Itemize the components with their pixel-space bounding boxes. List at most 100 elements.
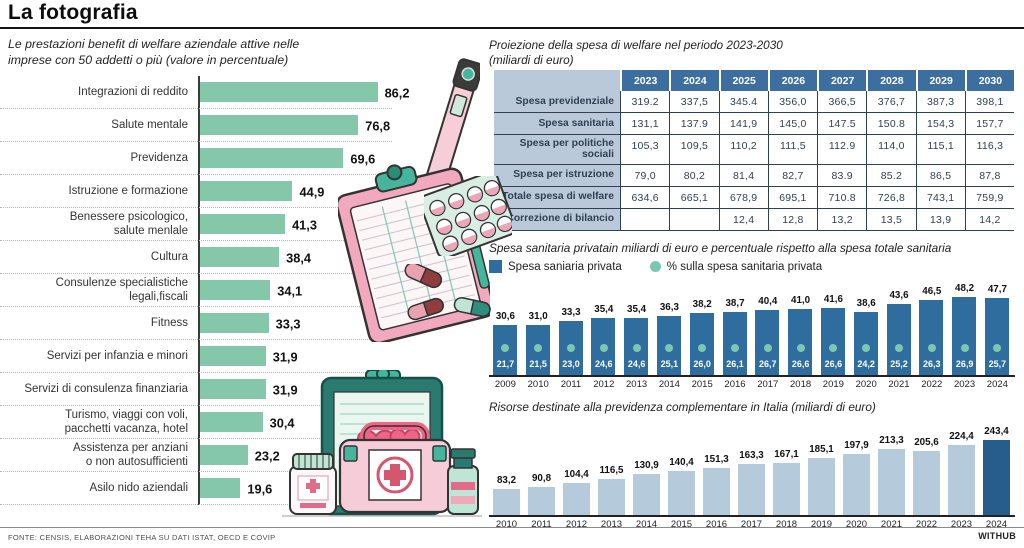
table-cell: 112.9 (817, 135, 866, 164)
table-cell: 111,5 (767, 135, 817, 164)
benefit-label: Consulenze specialistiche legali,fiscali (55, 276, 188, 303)
x-tick-label: 2016 (705, 519, 728, 530)
pension-bar (528, 486, 555, 515)
x-tick-label: 2024 (985, 519, 1008, 530)
bar-value-label: 163,3 (739, 450, 764, 462)
private-health-bar (985, 297, 1009, 375)
bar-slot: 30,6 21,7 (489, 283, 522, 375)
bar-value-label: 205,6 (914, 437, 939, 449)
bar-value-label: 116,5 (599, 464, 624, 476)
pct-value-label: 21,5 (529, 359, 547, 369)
pct-dot (599, 344, 608, 352)
row-separator (0, 339, 392, 340)
table-cell: 12,4 (718, 208, 768, 230)
bar-slot: 41,6 26,6 (817, 283, 850, 375)
x-tick-label: 2013 (626, 379, 648, 390)
row-separator (0, 240, 392, 241)
x-tick-label: 2014 (635, 519, 658, 530)
table-cell: 337,5 (669, 91, 718, 112)
x-tick-label: 2011 (560, 379, 582, 390)
benefit-bar (200, 412, 263, 432)
benefit-row: Turismo, viaggi con voli, pacchetti vaca… (0, 406, 487, 439)
table-cell: 678,9 (718, 186, 768, 208)
pension-bar (843, 453, 870, 515)
benefit-label: Benessere psicologico, salute menlale (69, 210, 188, 237)
legend-bar-label: Spesa saniaria privata (508, 260, 622, 273)
benefit-bar (200, 346, 266, 366)
benefit-bar (200, 478, 241, 498)
benefit-row: Servizi per infanzia e minori 31,9 (0, 340, 487, 373)
benefit-label: Servizi per infanzia e minori (46, 349, 188, 362)
pension-x-axis: 2010 2011 2012 2013 2014 2015 2016 2017 2018 2019… (489, 519, 1015, 530)
table-cell: 105,3 (620, 135, 669, 164)
bar-slot: 38,6 24,2 (850, 283, 883, 375)
table-corner-cell (494, 70, 620, 91)
benefit-row: Istruzione e formazione 44,9 (0, 175, 487, 208)
x-tick-label: 2022 (915, 519, 938, 530)
table-year-header: 2024 (669, 70, 719, 91)
table-cell: 83.9 (817, 164, 866, 186)
brand-logo: WITHUB (978, 531, 1016, 541)
table-year-header: 2029 (915, 70, 965, 91)
benefit-value: 76,8 (365, 118, 391, 133)
pct-dot (894, 344, 903, 352)
benefit-label: Servizi di consulenza finanziaria (24, 382, 188, 395)
bar-value-label: 46,5 (922, 285, 942, 297)
x-tick-label: 2024 (986, 379, 1008, 390)
pension-bar (703, 468, 730, 515)
table-cell: 115,1 (915, 135, 965, 164)
benefit-value: 19,6 (247, 481, 273, 496)
table-cell: 710.8 (817, 186, 866, 208)
benefit-value: 33,3 (275, 316, 301, 331)
table-cell: 145,0 (767, 113, 817, 134)
pct-value-label: 25,2 (890, 359, 908, 369)
pct-dot (534, 344, 543, 352)
pct-dot (862, 344, 871, 352)
bar-slot: 47,7 25,7 (981, 283, 1014, 375)
benefit-value: 31,9 (272, 382, 298, 397)
benefit-label: Fitness (150, 316, 188, 329)
private-health-bar (853, 312, 878, 375)
x-tick-label: 2020 (845, 519, 868, 530)
x-tick-label: 2015 (670, 519, 693, 530)
benefit-row: Servizi di consulenza finanziaria 31,9 (0, 373, 487, 406)
bar-slot: 224,4 (944, 425, 979, 515)
bar-slot: 185,1 (804, 425, 839, 515)
title-divider (0, 27, 1024, 29)
pension-chart-title: Risorse destinate alla previdenza comple… (489, 400, 876, 414)
row-separator (0, 405, 392, 406)
benefit-row: Integrazioni di reddito 86,2 (0, 76, 487, 109)
table-cell: 12,8 (767, 208, 817, 230)
bar-value-label: 38,7 (725, 298, 745, 310)
table-header-row: 2023 2024 2025 2026 2027 2028 2029 2030 (494, 70, 1014, 91)
table-row: Totale spesa di welfare 634,6 665,1 678,9 69… (494, 186, 1014, 209)
table-cell: 110,2 (718, 135, 768, 164)
pension-bar (773, 463, 800, 515)
benefit-row: Cultura 38,4 (0, 241, 487, 274)
bar-slot: 36,3 25,1 (653, 283, 686, 375)
table-row: Spesa previdenziale 319.2 337,5 345.4 356,0 3… (494, 91, 1014, 113)
table-year-header: 2030 (964, 70, 1014, 91)
pct-value-label: 26,0 (693, 359, 711, 369)
pension-bar (633, 474, 660, 515)
bar-value-label: 130,9 (634, 460, 659, 472)
row-separator (0, 438, 392, 439)
table-row: Spesa per politiche sociali 105,3 109,5 110… (494, 135, 1014, 165)
legend-dot-label: % sulla spesa sanitaria privata (666, 260, 823, 273)
pension-plot: 83,2 90,8 104,4 116,5 130,9 140,4 151,3 163,3 16… (489, 425, 1015, 517)
x-tick-label: 2010 (527, 379, 549, 390)
bar-value-label: 151,3 (704, 454, 729, 466)
bar-slot: 35,4 24,6 (587, 283, 620, 375)
table-cell: 14,2 (964, 208, 1014, 230)
benefit-bar (200, 181, 293, 201)
benefit-row: Consulenze specialistiche legali,fiscali… (0, 274, 487, 307)
benefit-row: Previdenza 69,6 (0, 142, 487, 175)
table-cell: 387,3 (915, 91, 965, 112)
bar-value-label: 35,4 (594, 303, 614, 315)
bar-slot: 167,1 (769, 425, 804, 515)
table-cell: 665,1 (669, 186, 718, 208)
benefit-row: Fitness 33,3 (0, 307, 487, 340)
bar-slot: 197,9 (839, 425, 874, 515)
x-tick-label: 2020 (855, 379, 877, 390)
